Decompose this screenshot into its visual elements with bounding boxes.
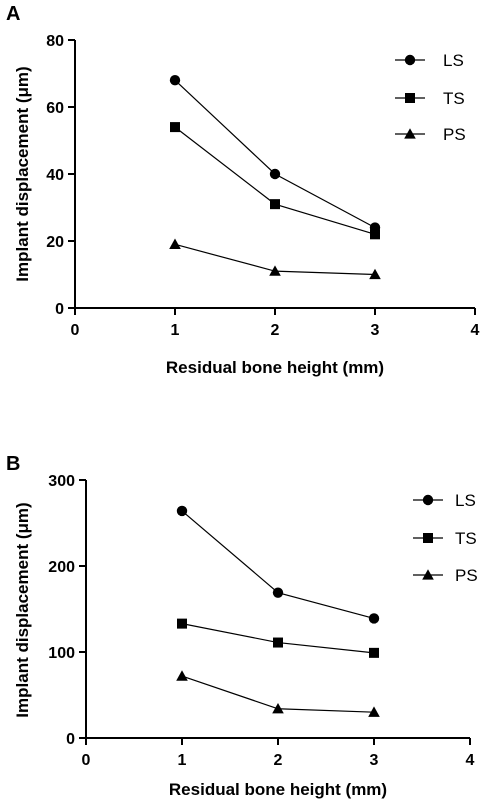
legend-marker (404, 128, 416, 139)
x-tick-label: 3 (370, 752, 379, 769)
legend-label: PS (443, 125, 466, 144)
legend-item-ls: LS (395, 51, 464, 70)
legend-label: LS (455, 491, 476, 510)
legend-marker (422, 494, 434, 506)
legend-marker (404, 54, 416, 66)
legend-item-ls: LS (413, 491, 476, 510)
legend-item-ts: TS (395, 89, 465, 108)
data-point-ps (169, 238, 181, 249)
x-tick-label: 0 (71, 322, 80, 339)
x-tick-label: 3 (371, 322, 380, 339)
legend-label: LS (443, 51, 464, 70)
y-axis-title: Implant displacement (μm) (13, 66, 32, 281)
legend-item-ts: TS (413, 529, 477, 548)
x-axis-title: Residual bone height (mm) (166, 358, 384, 377)
y-tick-label: 100 (48, 645, 75, 662)
series-ps (169, 238, 381, 280)
legend-marker (422, 569, 434, 580)
x-tick-label: 4 (471, 322, 480, 339)
y-tick-label: 200 (48, 559, 75, 576)
x-tick-label: 4 (466, 752, 475, 769)
y-axis-title: Implant displacement (μm) (13, 502, 32, 717)
data-point-ts (369, 647, 379, 658)
series-line-ls (181, 510, 375, 620)
y-tick-label: 40 (46, 167, 64, 184)
data-point-ts (177, 618, 187, 629)
x-tick-label: 2 (271, 322, 280, 339)
x-tick-label: 2 (274, 752, 283, 769)
data-point-ps (272, 702, 284, 714)
data-point-ts (273, 637, 283, 648)
x-tick-label: 1 (178, 752, 187, 769)
data-point-ls (368, 613, 380, 624)
series-line-ts (174, 126, 376, 235)
data-point-ps (368, 706, 380, 717)
legend-marker (423, 533, 433, 543)
series-ts (170, 122, 380, 240)
data-point-ls (176, 505, 188, 517)
data-point-ps (369, 268, 381, 280)
data-point-ts (270, 199, 280, 210)
legend-marker (405, 93, 415, 103)
panel-label: B (6, 453, 20, 475)
y-tick-label: 300 (48, 473, 75, 490)
legend-label: TS (455, 529, 477, 548)
legend-item-ps: PS (413, 566, 478, 585)
series-ts (177, 618, 379, 658)
y-tick-label: 0 (55, 301, 64, 318)
legend-label: PS (455, 566, 478, 585)
data-point-ls (272, 587, 284, 598)
data-point-ps (269, 265, 281, 276)
y-tick-label: 60 (46, 100, 64, 117)
series-ls (176, 505, 380, 624)
legend-item-ps: PS (395, 125, 466, 144)
x-axis-title: Residual bone height (mm) (169, 780, 387, 799)
data-point-ts (370, 229, 380, 240)
y-tick-label: 0 (66, 731, 75, 748)
x-tick-label: 0 (82, 752, 91, 769)
y-tick-label: 80 (46, 33, 64, 50)
legend-label: TS (443, 89, 465, 108)
y-tick-label: 20 (46, 234, 64, 251)
x-tick-label: 1 (171, 322, 180, 339)
data-point-ts (170, 122, 180, 133)
data-point-ps (176, 670, 188, 681)
series-ps (176, 670, 380, 717)
data-point-ls (269, 168, 281, 180)
chart-panel-b: B 0 1 2 3 4 0 100 200 300 Residual bone height (mm… (6, 453, 478, 799)
data-point-ls (169, 75, 181, 86)
panel-label: A (6, 3, 20, 25)
